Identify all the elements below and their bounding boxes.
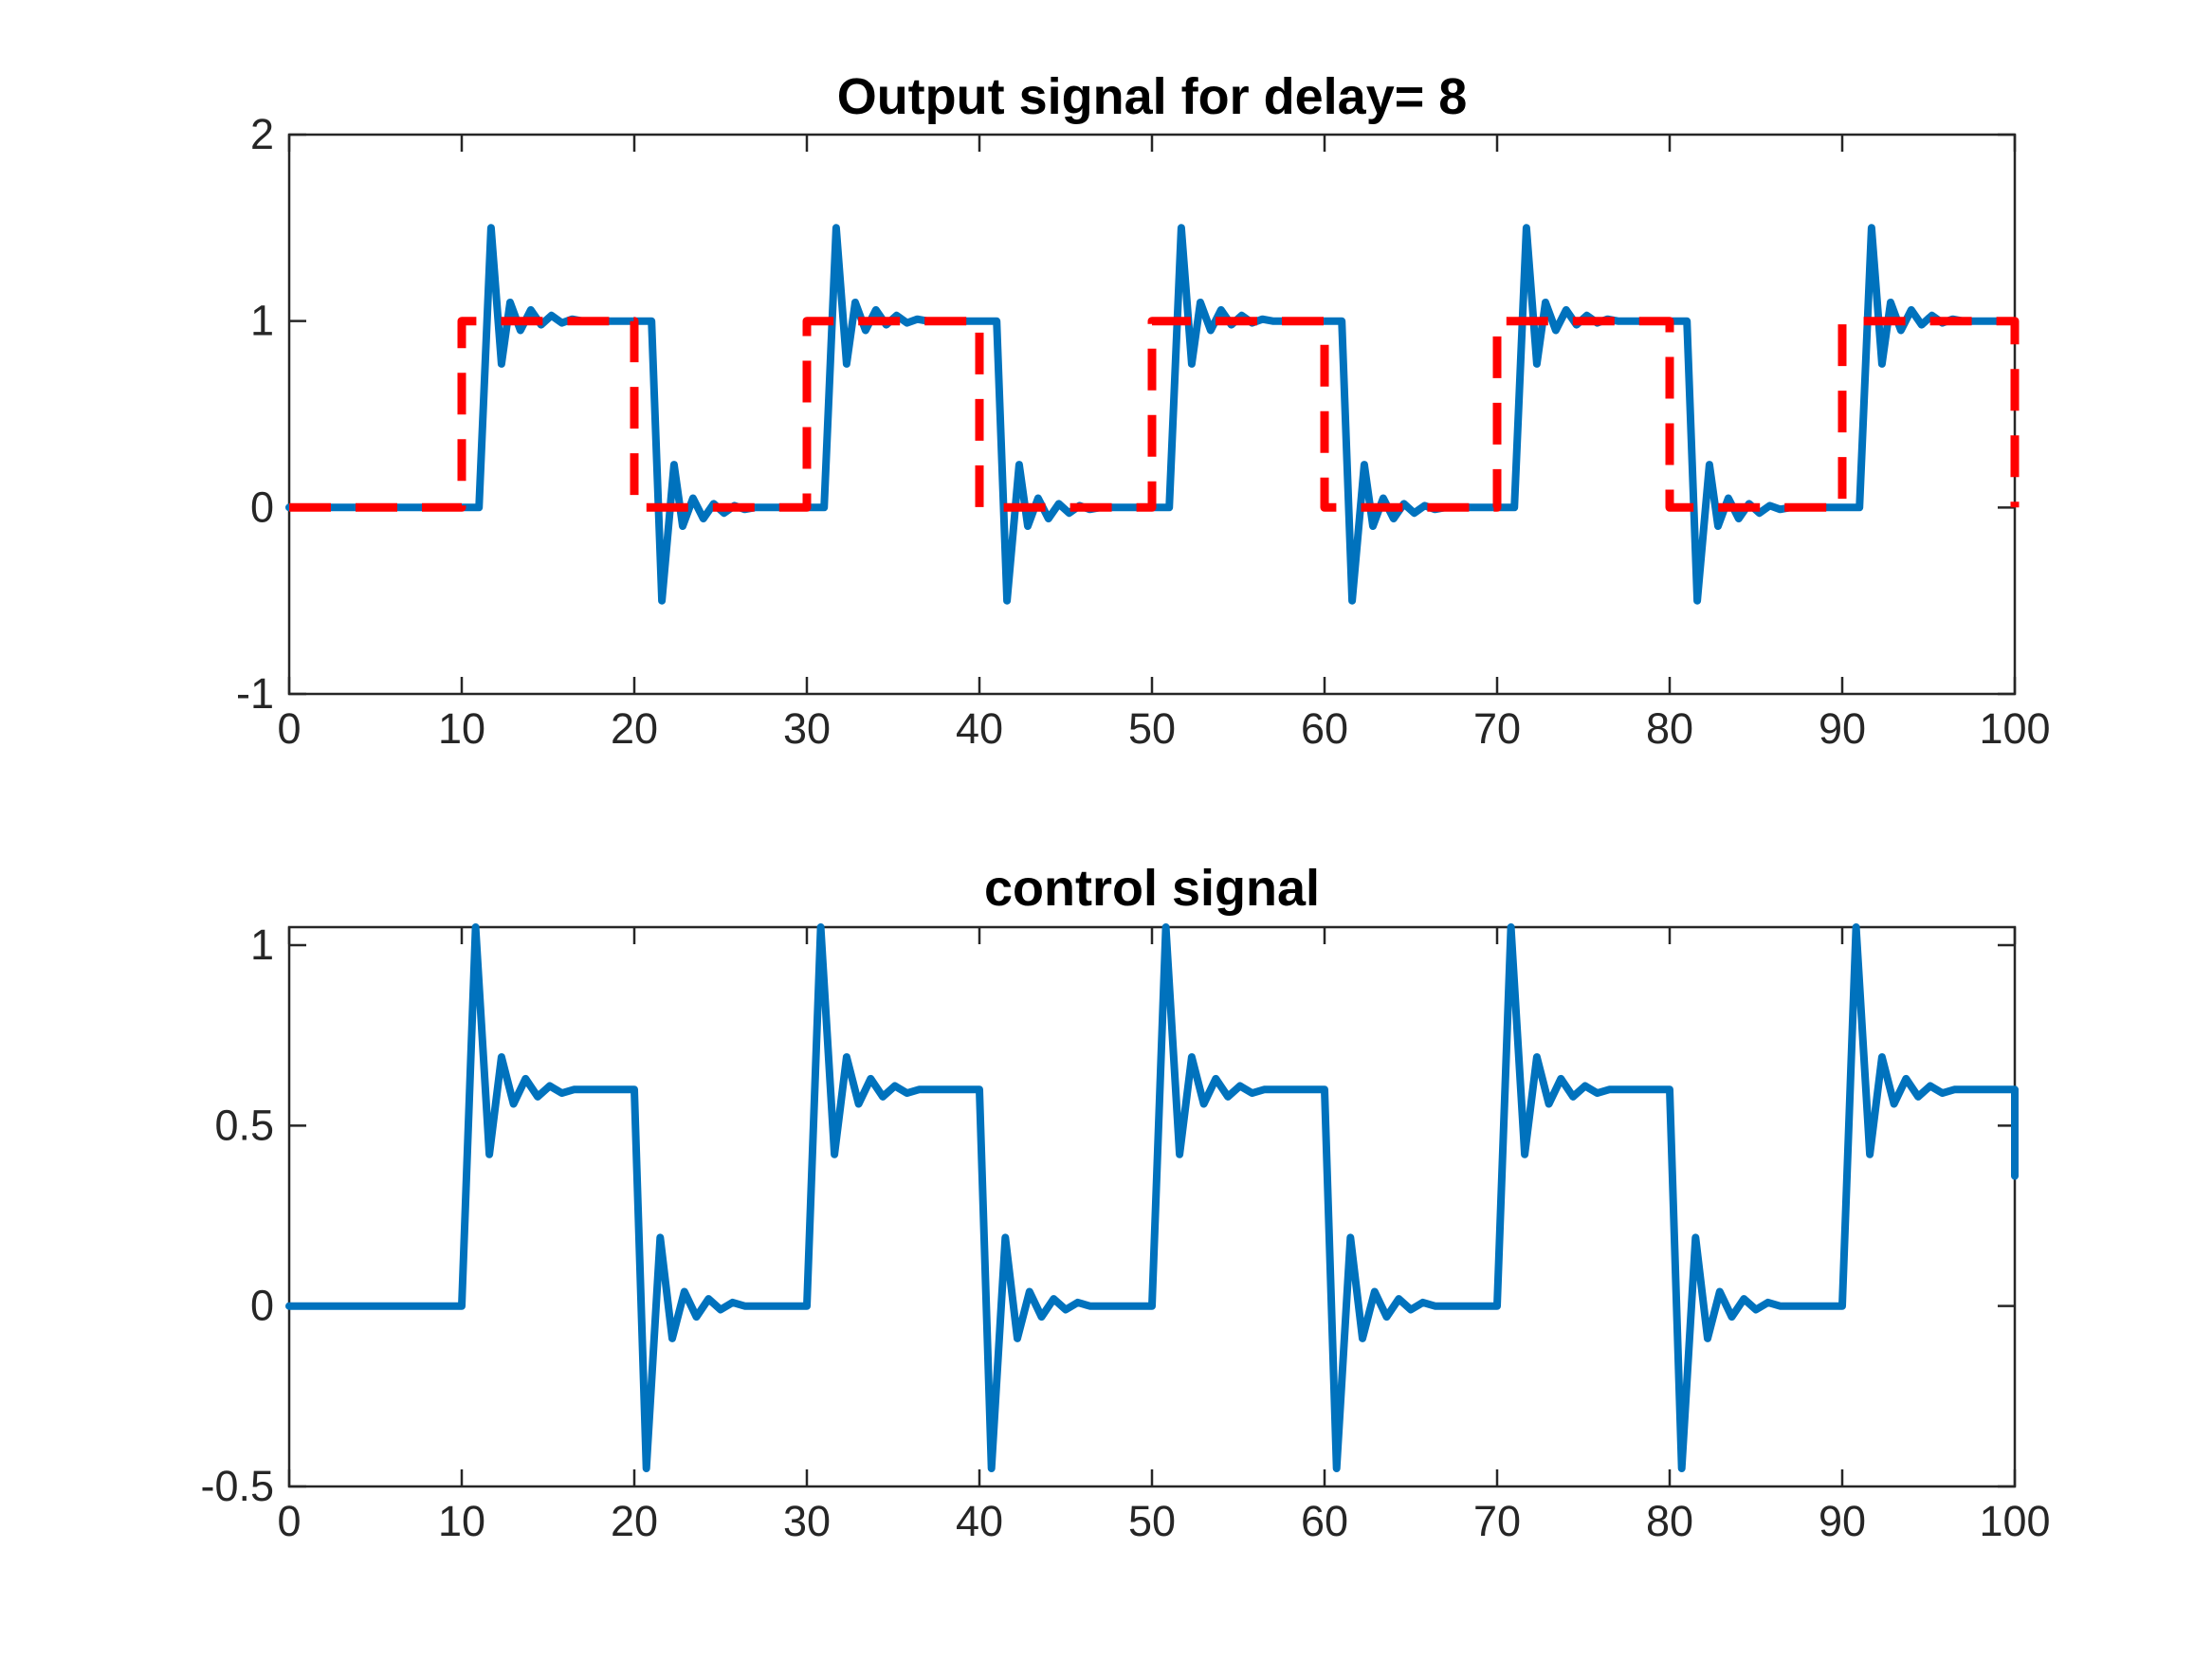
control-ytick-label: -0.5 <box>200 1462 274 1510</box>
output-reference-line <box>289 317 2020 512</box>
output-xtick-label: 80 <box>1646 704 1693 753</box>
output-xtick-label: 0 <box>277 704 301 753</box>
control-xtick-label: 90 <box>1819 1497 1866 1545</box>
output-xtick-label: 30 <box>783 704 831 753</box>
control-ytick-label: 1 <box>250 921 274 969</box>
output-xtick-label: 100 <box>1979 704 2050 753</box>
control-ytick-label: 0 <box>250 1282 274 1330</box>
control-xtick-label: 60 <box>1301 1497 1348 1545</box>
control-signal-panel: control signal 0 10 20 30 40 50 60 70 80 90 100-0.… <box>200 860 2050 1545</box>
output-ytick-label: 2 <box>250 110 274 158</box>
output-xtick-label: 50 <box>1128 704 1176 753</box>
control-xtick-label: 10 <box>438 1497 485 1545</box>
control-xtick-label: 50 <box>1128 1497 1176 1545</box>
output-ytick-label: -1 <box>236 669 274 718</box>
control-xtick-label: 20 <box>611 1497 658 1545</box>
control-ytick-label: 0.5 <box>214 1101 274 1149</box>
control-xtick-label: 70 <box>1473 1497 1521 1545</box>
control-chart-title: control signal <box>984 860 1320 917</box>
output-ytick-label: 1 <box>250 297 274 345</box>
output-xtick-label: 90 <box>1819 704 1866 753</box>
control-series <box>285 923 2019 1472</box>
output-xtick-label: 40 <box>956 704 1003 753</box>
control-xtick-label: 80 <box>1646 1497 1693 1545</box>
output-xtick-label: 10 <box>438 704 485 753</box>
output-chart-title: Output signal for delay= 8 <box>837 68 1468 125</box>
control-xtick-label: 30 <box>783 1497 831 1545</box>
output-xtick-label: 20 <box>611 704 658 753</box>
output-axes-frame <box>287 133 2017 696</box>
control-response-line <box>285 923 2019 1472</box>
control-xtick-label: 0 <box>277 1497 301 1545</box>
output-signal-panel: Output signal for delay= 8 0 10 20 30 40 50 60… <box>236 68 2051 753</box>
output-xtick-label: 60 <box>1301 704 1348 753</box>
output-xtick-label: 70 <box>1473 704 1521 753</box>
control-xtick-label: 40 <box>956 1497 1003 1545</box>
output-ytick-label: 0 <box>250 483 274 531</box>
control-xtick-label: 100 <box>1979 1497 2050 1545</box>
control-ticks: 0 10 20 30 40 50 60 70 80 90 100-0.500.51 <box>200 921 2050 1545</box>
output-series <box>285 224 2020 605</box>
